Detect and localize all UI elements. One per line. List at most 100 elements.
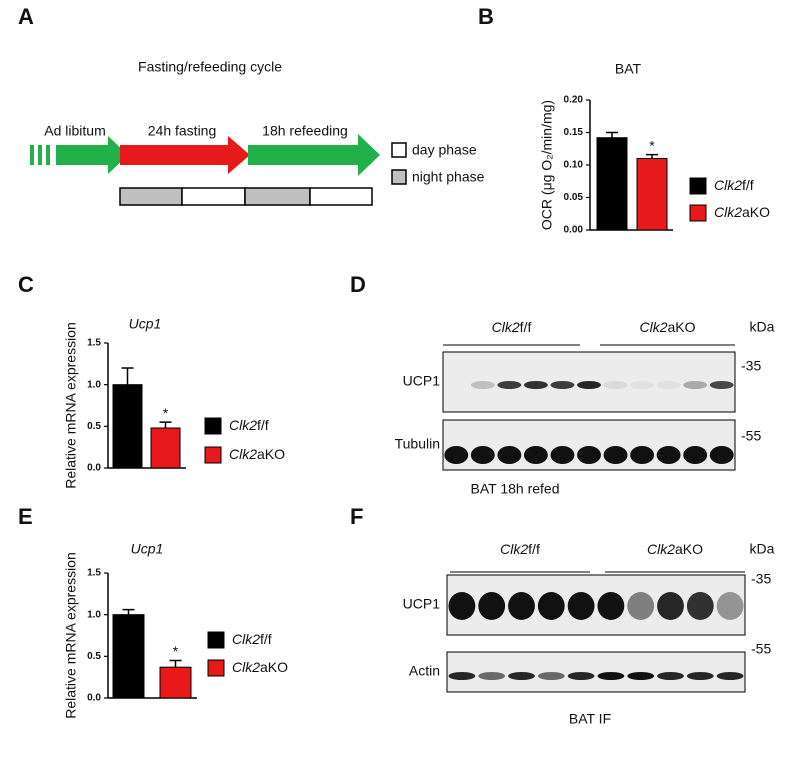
band	[577, 446, 601, 464]
arrow	[56, 136, 128, 174]
annotation: *	[163, 405, 169, 421]
band	[716, 672, 744, 680]
marker-label: -55	[751, 641, 771, 657]
blot-panel	[446, 651, 746, 693]
band	[537, 672, 565, 680]
chart-title: BAT	[615, 61, 642, 77]
band	[577, 381, 601, 389]
band	[597, 672, 625, 680]
legend-label: Clk2f/f	[232, 631, 272, 647]
row-label: UCP1	[403, 373, 441, 389]
y-tick-label: 0.05	[564, 192, 584, 203]
panel-letter: A	[18, 4, 34, 29]
band	[603, 381, 628, 389]
band	[657, 592, 684, 620]
bar	[596, 137, 628, 231]
band	[630, 446, 655, 464]
band	[657, 672, 684, 680]
y-tick-label: 0.15	[564, 127, 584, 138]
legend-swatch	[204, 417, 222, 435]
error-bar	[121, 367, 134, 385]
diagram-title: Fasting/refeeding cycle	[138, 59, 282, 75]
legend-label: Clk2aKO	[229, 446, 285, 462]
phase-bar	[119, 187, 373, 206]
phase-label: 24h fasting	[148, 123, 217, 139]
caption: BAT 18h refed	[471, 481, 560, 497]
band	[508, 672, 535, 680]
legend-swatch	[204, 446, 222, 464]
y-tick-label: 0.5	[87, 421, 101, 432]
unit-label: kDa	[750, 541, 775, 557]
phase-label: Ad libitum	[44, 123, 105, 139]
band	[448, 592, 476, 620]
band	[478, 672, 506, 680]
band	[523, 381, 548, 389]
legend-label: Clk2f/f	[229, 417, 269, 433]
group-label: Clk2f/f	[500, 541, 540, 557]
band	[656, 381, 681, 389]
bar	[112, 384, 143, 469]
error-bar	[122, 608, 135, 615]
error-bar	[606, 131, 618, 138]
band	[686, 672, 714, 680]
group-label: Clk2aKO	[647, 541, 703, 557]
band	[497, 381, 522, 389]
legend-label: Clk2aKO	[714, 204, 770, 220]
legend-label: Clk2aKO	[232, 659, 288, 675]
row-label: Tubulin	[395, 436, 440, 452]
legend-label: night phase	[412, 169, 485, 185]
y-tick-label: 0.10	[564, 160, 584, 171]
band	[550, 381, 575, 389]
y-tick-label: 0.0	[87, 693, 101, 704]
y-axis-label: OCR (μg O₂/min/mg)	[539, 100, 555, 230]
y-tick-label: 1.5	[87, 568, 101, 579]
y-axis-label: Relative mRNA expression	[63, 322, 79, 489]
bar	[159, 666, 192, 699]
row-label: Actin	[409, 663, 440, 679]
chart-title: Ucp1	[131, 541, 164, 557]
bar	[150, 427, 181, 469]
band	[478, 592, 506, 620]
ad-lib-dashes	[30, 145, 50, 165]
legend-swatch	[689, 204, 707, 222]
band	[567, 672, 595, 680]
legend-swatch	[207, 659, 225, 677]
y-tick-label: 1.0	[87, 379, 101, 390]
band	[497, 446, 522, 464]
panel-letter: D	[350, 272, 366, 297]
caption: BAT IF	[569, 711, 611, 727]
band	[656, 446, 681, 464]
phase-label: 18h refeeding	[262, 123, 348, 139]
y-tick-label: 0.0	[87, 463, 101, 474]
arrow	[120, 136, 250, 174]
band	[550, 446, 575, 464]
y-tick-label: 0.00	[564, 225, 584, 236]
bar	[112, 614, 145, 699]
band	[470, 446, 495, 464]
band	[709, 381, 734, 389]
group-label: Clk2f/f	[492, 319, 532, 335]
group-label: Clk2aKO	[639, 319, 695, 335]
band	[627, 592, 655, 620]
marker-label: -55	[741, 428, 761, 444]
arrow	[248, 134, 380, 176]
legend-label: day phase	[412, 142, 477, 158]
y-tick-label: 1.0	[87, 609, 101, 620]
annotation: *	[173, 643, 179, 659]
unit-label: kDa	[750, 319, 775, 335]
panel-letter: B	[478, 4, 494, 29]
band	[630, 381, 655, 389]
band	[683, 446, 708, 464]
bar	[636, 158, 668, 231]
band	[537, 592, 565, 620]
band	[627, 672, 655, 680]
error-bar	[159, 421, 172, 428]
row-label: UCP1	[403, 596, 441, 612]
legend-label: Clk2f/f	[714, 177, 754, 193]
band	[597, 592, 625, 620]
y-axis-label: Relative mRNA expression	[63, 552, 79, 719]
chart-title: Ucp1	[129, 316, 162, 332]
band	[567, 592, 595, 620]
marker-label: -35	[741, 358, 761, 374]
